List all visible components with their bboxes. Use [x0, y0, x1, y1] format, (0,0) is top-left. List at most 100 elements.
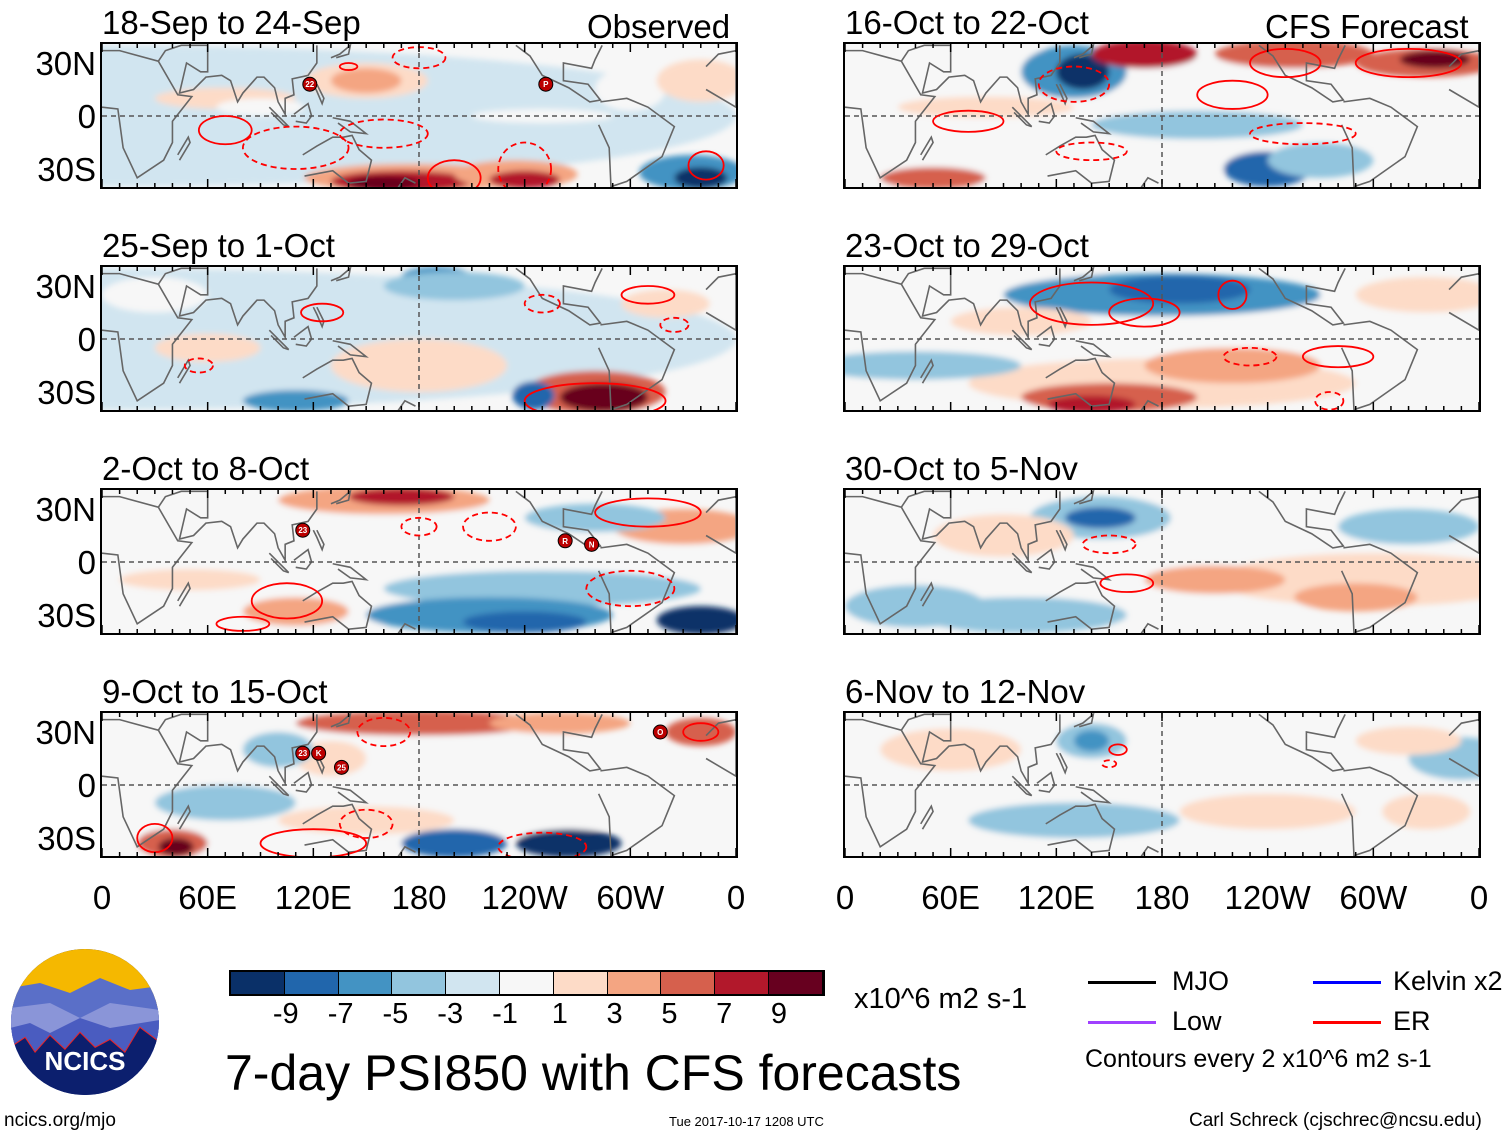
- er-contour: [585, 569, 676, 608]
- coastline: [157, 490, 318, 564]
- psi-anomaly-region: [119, 569, 261, 591]
- coastline: [1073, 44, 1095, 59]
- coastline: [1140, 399, 1159, 410]
- coastline: [845, 49, 937, 180]
- er-contour: [932, 109, 1005, 133]
- er-contour: [497, 141, 552, 187]
- tropical-cyclone-marker: 23: [295, 522, 311, 538]
- coastline: [330, 490, 352, 505]
- psi-anomaly-region: [348, 490, 455, 506]
- colorbar-swatch: [715, 972, 769, 994]
- colorbar-tick-label: -7: [327, 998, 354, 1030]
- colorbar-tick-label: -1: [492, 998, 518, 1030]
- legend-line-er: [1313, 1021, 1381, 1024]
- coastline: [920, 581, 934, 607]
- storm-label: N: [589, 540, 595, 549]
- tropical-cyclone-marker: K: [311, 745, 327, 761]
- er-contour: [1249, 47, 1322, 79]
- x-tick-label: 60W: [596, 879, 665, 916]
- coastline: [1045, 357, 1116, 407]
- coastline: [1258, 44, 1346, 103]
- ncics-logo: NCICS: [10, 948, 160, 1096]
- coastline: [515, 713, 603, 772]
- er-contour: [1099, 573, 1155, 593]
- coastline: [1448, 718, 1479, 778]
- coastline: [1011, 775, 1033, 797]
- psi-anomaly-region: [102, 277, 208, 313]
- psi-anomaly-region: [1047, 395, 1136, 410]
- legend-label-kelvin: Kelvin x2: [1393, 966, 1503, 996]
- psi-anomaly-region: [1294, 583, 1418, 612]
- map-panel: [843, 711, 1481, 858]
- storm-label: R: [562, 537, 568, 546]
- er-contour: [523, 293, 561, 314]
- map-panel: 23 R N: [100, 488, 738, 635]
- psi-anomaly-region: [216, 98, 305, 116]
- er-contour: [1055, 141, 1128, 162]
- coastline: [920, 135, 934, 161]
- coastline: [1075, 785, 1112, 804]
- coastline: [845, 495, 937, 626]
- colorbar-swatch: [768, 972, 823, 994]
- x-tick-label: 180: [391, 879, 447, 916]
- coastline: [330, 267, 352, 282]
- er-contour: [1354, 47, 1463, 79]
- tropical-cyclone-marker: 23: [295, 745, 311, 761]
- psi-anomaly-region: [1338, 509, 1479, 545]
- coastline: [177, 135, 191, 161]
- coastline: [845, 272, 937, 403]
- er-contour: [1037, 65, 1111, 103]
- footer-url[interactable]: ncics.org/mjo: [4, 1110, 116, 1131]
- colorbar-swatch: [338, 972, 393, 994]
- psi-anomaly-region: [1355, 726, 1462, 755]
- tropical-cyclone-marker: R: [557, 533, 573, 549]
- er-contour: [1301, 345, 1375, 369]
- coastline: [397, 622, 416, 633]
- colorbar-tick-label: -9: [272, 998, 299, 1030]
- psi-anomaly-region: [1355, 277, 1479, 313]
- y-tick-label: 0: [77, 321, 96, 358]
- x-tick-label: 0: [1469, 879, 1489, 916]
- er-contour: [1108, 297, 1181, 328]
- psi-anomaly-region: [595, 68, 666, 111]
- er-contour: [250, 582, 324, 620]
- map-svg: 23 K 25 O: [102, 713, 736, 856]
- colorbar-tick-label: 5: [661, 998, 678, 1030]
- er-contour: [300, 302, 345, 323]
- map-panel: 22 P: [100, 42, 738, 189]
- er-contour: [687, 150, 725, 181]
- y-tick-label: 30N: [35, 491, 96, 528]
- panel-title: 23-Oct to 29-Oct: [845, 227, 1089, 264]
- coastline: [1258, 267, 1346, 326]
- colorbar-swatch: [553, 972, 608, 994]
- er-contour: [1108, 743, 1128, 756]
- panel-title: 6-Nov to 12-Nov: [845, 673, 1086, 710]
- figure-title: 7-day PSI850 with CFS forecasts: [225, 1045, 962, 1101]
- coastline: [332, 562, 369, 581]
- colorbar-tick-label: -3: [437, 998, 464, 1030]
- map-svg: [102, 267, 736, 410]
- er-contour: [497, 831, 588, 856]
- coastline: [920, 358, 934, 384]
- coastline: [1011, 106, 1033, 128]
- map-panel: [843, 42, 1481, 189]
- coastline: [900, 267, 1061, 341]
- coastline: [302, 357, 373, 407]
- psi-anomaly-region: [1065, 507, 1136, 529]
- psi-anomaly-region: [524, 503, 666, 532]
- legend-label-er: ER: [1393, 1006, 1431, 1036]
- panel-title: 16-Oct to 22-Oct: [845, 4, 1089, 41]
- coastline: [268, 106, 290, 128]
- colorbar-tick-label: 3: [606, 998, 623, 1030]
- er-contour: [462, 511, 517, 542]
- colorbar-units: x10^6 m2 s-1: [854, 983, 1028, 1015]
- map-svg: [845, 713, 1479, 856]
- er-contour: [1217, 279, 1248, 310]
- map-svg: [845, 490, 1479, 633]
- map-panel: [100, 265, 738, 412]
- legend-line-low: [1088, 1021, 1156, 1024]
- psi-anomaly-region: [330, 339, 508, 392]
- y-tick-label: 0: [77, 767, 96, 804]
- map-svg: [845, 267, 1479, 410]
- psi-anomaly-region: [463, 611, 587, 633]
